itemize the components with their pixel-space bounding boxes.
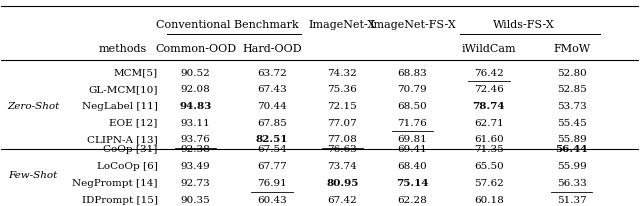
- Text: 75.14: 75.14: [396, 178, 429, 187]
- Text: 71.76: 71.76: [397, 118, 428, 127]
- Text: Hard-OOD: Hard-OOD: [243, 44, 302, 54]
- Text: FMoW: FMoW: [553, 44, 590, 54]
- Text: 55.99: 55.99: [557, 161, 587, 170]
- Text: 67.54: 67.54: [257, 145, 287, 154]
- Text: 76.42: 76.42: [474, 68, 504, 77]
- Text: 56.33: 56.33: [557, 178, 587, 187]
- Text: 93.76: 93.76: [181, 135, 211, 144]
- Text: 93.49: 93.49: [181, 161, 211, 170]
- Text: 72.15: 72.15: [328, 101, 357, 110]
- Text: 77.08: 77.08: [328, 135, 357, 144]
- Text: 51.37: 51.37: [557, 195, 587, 204]
- Text: 57.62: 57.62: [474, 178, 504, 187]
- Text: 70.44: 70.44: [257, 101, 287, 110]
- Text: 93.11: 93.11: [181, 118, 211, 127]
- Text: 67.42: 67.42: [328, 195, 357, 204]
- Text: 52.85: 52.85: [557, 85, 587, 94]
- Text: 55.45: 55.45: [557, 118, 587, 127]
- Text: 56.44: 56.44: [556, 145, 588, 154]
- Text: ImageNet-X: ImageNet-X: [308, 20, 376, 30]
- Text: 77.07: 77.07: [328, 118, 357, 127]
- Text: LoCoOp [6]: LoCoOp [6]: [97, 161, 157, 170]
- Text: ImageNet-FS-X: ImageNet-FS-X: [369, 20, 456, 30]
- Text: 76.63: 76.63: [328, 145, 357, 154]
- Text: 53.73: 53.73: [557, 101, 587, 110]
- Text: 61.60: 61.60: [474, 135, 504, 144]
- Text: 68.50: 68.50: [397, 101, 428, 110]
- Text: 68.83: 68.83: [397, 68, 428, 77]
- Text: 80.95: 80.95: [326, 178, 358, 187]
- Text: NegPrompt [14]: NegPrompt [14]: [72, 178, 157, 187]
- Text: 63.72: 63.72: [257, 68, 287, 77]
- Text: 82.51: 82.51: [256, 135, 289, 144]
- Text: 92.38: 92.38: [181, 145, 211, 154]
- Text: 92.73: 92.73: [181, 178, 211, 187]
- Text: GL-MCM[10]: GL-MCM[10]: [88, 85, 157, 94]
- Text: 76.91: 76.91: [257, 178, 287, 187]
- Text: EOE [12]: EOE [12]: [109, 118, 157, 127]
- Text: 69.81: 69.81: [397, 135, 428, 144]
- Text: 70.79: 70.79: [397, 85, 428, 94]
- Text: 90.52: 90.52: [181, 68, 211, 77]
- Text: 94.83: 94.83: [180, 101, 212, 110]
- Text: 62.28: 62.28: [397, 195, 428, 204]
- Text: 67.43: 67.43: [257, 85, 287, 94]
- Text: 68.40: 68.40: [397, 161, 428, 170]
- Text: Few-Shot: Few-Shot: [8, 170, 57, 179]
- Text: 72.46: 72.46: [474, 85, 504, 94]
- Text: 60.18: 60.18: [474, 195, 504, 204]
- Text: 74.32: 74.32: [328, 68, 357, 77]
- Text: MCM[5]: MCM[5]: [113, 68, 157, 77]
- Text: 60.43: 60.43: [257, 195, 287, 204]
- Text: 90.35: 90.35: [181, 195, 211, 204]
- Text: 69.41: 69.41: [397, 145, 428, 154]
- Text: iWildCam: iWildCam: [461, 44, 516, 54]
- Text: 73.74: 73.74: [328, 161, 357, 170]
- Text: 75.36: 75.36: [328, 85, 357, 94]
- Text: 78.74: 78.74: [472, 101, 505, 110]
- Text: 52.80: 52.80: [557, 68, 587, 77]
- Text: Common-OOD: Common-OOD: [155, 44, 236, 54]
- Text: 67.77: 67.77: [257, 161, 287, 170]
- Text: CoOp [31]: CoOp [31]: [103, 145, 157, 154]
- Text: 55.89: 55.89: [557, 135, 587, 144]
- Text: Zero-Shot: Zero-Shot: [8, 101, 60, 110]
- Text: Wilds-FS-X: Wilds-FS-X: [493, 20, 555, 30]
- Text: 67.85: 67.85: [257, 118, 287, 127]
- Text: 92.08: 92.08: [181, 85, 211, 94]
- Text: CLIPN-A [13]: CLIPN-A [13]: [87, 135, 157, 144]
- Text: 65.50: 65.50: [474, 161, 504, 170]
- Text: Conventional Benchmark: Conventional Benchmark: [156, 20, 299, 30]
- Text: 62.71: 62.71: [474, 118, 504, 127]
- Text: methods: methods: [99, 44, 147, 54]
- Text: 71.35: 71.35: [474, 145, 504, 154]
- Text: IDPrompt [15]: IDPrompt [15]: [81, 195, 157, 204]
- Text: NegLabel [11]: NegLabel [11]: [82, 101, 157, 110]
